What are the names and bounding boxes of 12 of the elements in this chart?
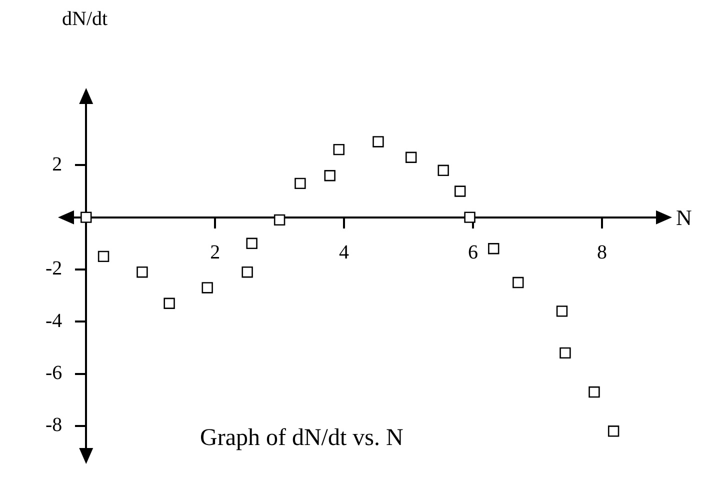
y-tick-label: -4 bbox=[45, 310, 62, 332]
x-tick-label: 6 bbox=[468, 242, 478, 264]
y-tick-label: -6 bbox=[45, 362, 62, 384]
y-axis-title: dN/dt bbox=[62, 8, 108, 31]
x-tick-label: 8 bbox=[596, 242, 607, 264]
y-tick-label: -8 bbox=[45, 414, 62, 436]
y-tick-label: 2 bbox=[52, 153, 62, 176]
x-tick-label: 2 bbox=[210, 242, 220, 264]
y-tick-label: -2 bbox=[45, 258, 62, 280]
x-tick-label: 4 bbox=[339, 242, 350, 264]
text: Graph of dN/dt vs. N bbox=[200, 425, 404, 452]
x-axis-title: N bbox=[676, 205, 692, 231]
